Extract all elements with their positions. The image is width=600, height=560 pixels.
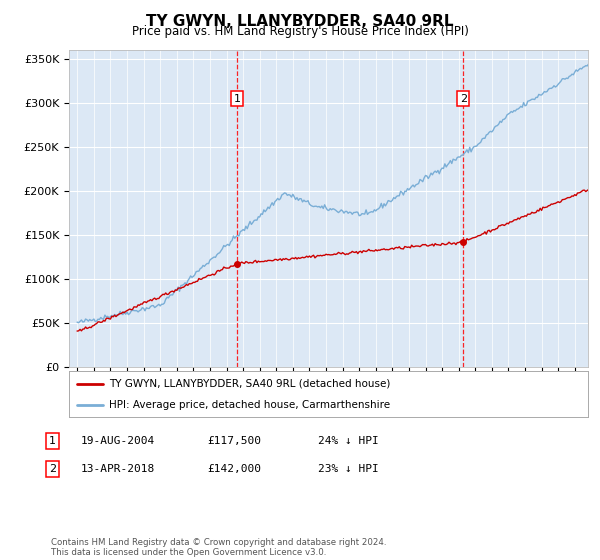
Text: 2: 2 bbox=[49, 464, 56, 474]
Text: £117,500: £117,500 bbox=[207, 436, 261, 446]
Text: 19-AUG-2004: 19-AUG-2004 bbox=[81, 436, 155, 446]
Text: Contains HM Land Registry data © Crown copyright and database right 2024.
This d: Contains HM Land Registry data © Crown c… bbox=[51, 538, 386, 557]
Text: £142,000: £142,000 bbox=[207, 464, 261, 474]
Text: Price paid vs. HM Land Registry's House Price Index (HPI): Price paid vs. HM Land Registry's House … bbox=[131, 25, 469, 38]
Text: 23% ↓ HPI: 23% ↓ HPI bbox=[318, 464, 379, 474]
Text: 2: 2 bbox=[460, 94, 467, 104]
Text: TY GWYN, LLANYBYDDER, SA40 9RL (detached house): TY GWYN, LLANYBYDDER, SA40 9RL (detached… bbox=[109, 379, 391, 389]
Text: 24% ↓ HPI: 24% ↓ HPI bbox=[318, 436, 379, 446]
Text: 13-APR-2018: 13-APR-2018 bbox=[81, 464, 155, 474]
Text: 1: 1 bbox=[49, 436, 56, 446]
Text: 1: 1 bbox=[233, 94, 241, 104]
Text: TY GWYN, LLANYBYDDER, SA40 9RL: TY GWYN, LLANYBYDDER, SA40 9RL bbox=[146, 14, 454, 29]
Text: HPI: Average price, detached house, Carmarthenshire: HPI: Average price, detached house, Carm… bbox=[109, 400, 391, 410]
